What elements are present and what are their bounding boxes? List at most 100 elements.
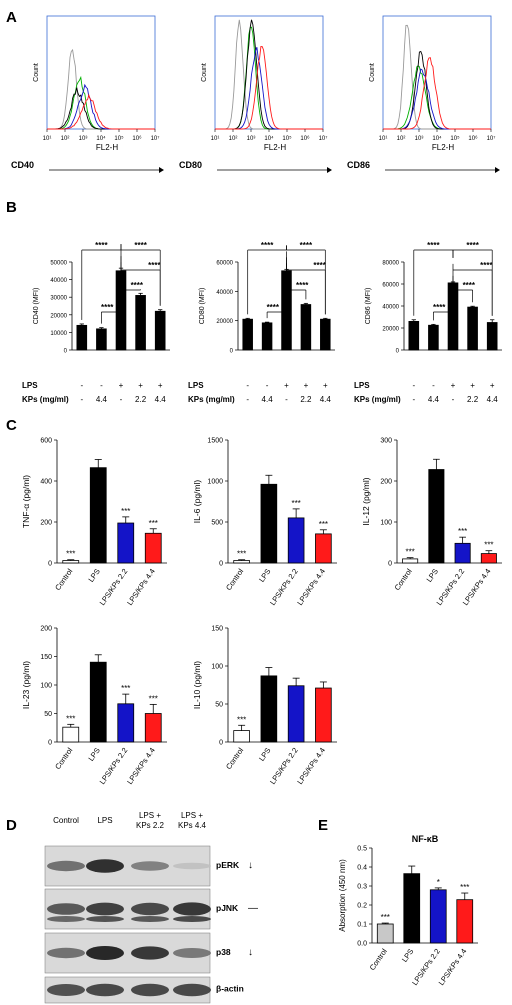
sig-label: ****	[296, 281, 309, 290]
category-label: Control	[53, 746, 74, 771]
sig-label: ****	[480, 261, 493, 270]
y-tick-label: 20000	[50, 313, 67, 319]
sig-label: ****	[134, 241, 147, 250]
histogram-tick-label: 10⁶	[468, 135, 478, 142]
category-label: LPS	[86, 746, 102, 763]
blot-band	[86, 916, 124, 922]
bar	[233, 730, 250, 743]
arrow-head	[159, 167, 164, 173]
y-tick-label: 50000	[50, 261, 67, 267]
bar	[233, 560, 250, 564]
bar	[403, 873, 421, 944]
y-tick-label: 150	[40, 654, 52, 661]
category-label: Control	[224, 746, 245, 771]
y-tick-label: 400	[40, 479, 52, 486]
blot-band	[173, 983, 211, 997]
bar	[144, 532, 162, 564]
bar	[144, 713, 162, 743]
lps-row-label: LPS	[22, 381, 38, 390]
bar	[117, 703, 135, 743]
sig-label: ****	[261, 241, 274, 250]
bar	[320, 318, 331, 351]
sig-label: ****	[463, 281, 476, 290]
bar	[89, 661, 107, 743]
y-axis-label: IL-10 (pg/ml)	[192, 661, 202, 709]
bar	[260, 483, 278, 564]
kps-row-value: 4.4	[428, 395, 440, 404]
histogram-tick-label: 10²	[229, 136, 238, 142]
y-axis-label: CD80 (MFI)	[199, 288, 206, 325]
panel-letter-E: E	[318, 817, 328, 834]
y-tick-label: 1500	[207, 438, 223, 445]
kps-row-value: -	[452, 395, 455, 404]
sig-label: ****	[95, 241, 108, 250]
blot-band	[86, 902, 124, 916]
lps-row-value: +	[138, 381, 143, 390]
category-label: Control	[53, 567, 74, 592]
y-tick-label: 100	[211, 664, 223, 671]
lps-row-label: LPS	[188, 381, 204, 390]
y-tick-label: 0.5	[357, 846, 367, 853]
bar	[408, 320, 420, 351]
y-tick-label: 0	[64, 349, 68, 355]
histogram-tick-label: 10⁶	[132, 135, 142, 142]
sig-label: ****	[101, 303, 114, 312]
category-label: Control	[224, 567, 245, 592]
y-axis-label: CD40 (MFI)	[33, 288, 40, 325]
histogram-tick-label: 10⁴	[432, 135, 442, 142]
significance-stars: ***	[405, 548, 414, 557]
blot-band	[173, 902, 211, 916]
histogram-tick-label: 10²	[61, 136, 70, 142]
y-tick-label: 20000	[216, 319, 233, 325]
y-tick-label: 0.0	[357, 941, 367, 948]
bar	[287, 517, 305, 564]
y-tick-label: 0	[219, 740, 223, 747]
y-tick-label: 0.2	[357, 903, 367, 910]
bar	[76, 324, 88, 351]
histogram-tick-label: 10⁷	[151, 135, 160, 142]
significance-stars: ***	[149, 694, 158, 703]
y-tick-label: 200	[40, 626, 52, 633]
kps-row-value: -	[120, 395, 123, 404]
y-axis-label: CD86 (MFI)	[365, 288, 372, 325]
y-tick-label: 60000	[382, 283, 399, 289]
sig-label: ****	[131, 281, 144, 290]
histogram-cd40	[46, 15, 156, 130]
y-tick-label: 200	[40, 520, 52, 527]
histogram-tick-label: 10⁵	[282, 135, 292, 142]
blot-actin	[44, 976, 211, 1004]
bar	[287, 685, 305, 743]
blot-protein-label: pJNK	[216, 903, 239, 913]
sig-label: ****	[267, 303, 280, 312]
histogram-y-label: Count	[369, 63, 376, 82]
bar	[261, 322, 273, 351]
bar	[260, 675, 278, 743]
bar	[428, 324, 439, 351]
significance-stars: *	[437, 878, 440, 887]
y-axis-label: IL-12 (pg/ml)	[361, 477, 371, 525]
blot-band	[47, 916, 85, 922]
lps-row-value: +	[451, 381, 456, 390]
blot-band	[86, 859, 124, 873]
lps-row-value: -	[100, 381, 103, 390]
category-label: LPS	[257, 746, 273, 763]
y-tick-label: 1000	[207, 479, 223, 486]
significance-stars: ***	[381, 913, 390, 922]
blot-lane-label: KPs 2.2	[136, 821, 165, 830]
blot-protein-label: pERK	[216, 860, 240, 870]
histogram-frame	[214, 15, 324, 130]
bar	[456, 899, 474, 944]
chart-il-23: 0 50 100 150 200 IL-23 (pg/ml) *** Control LPS **…	[21, 626, 167, 786]
blot-band	[131, 902, 169, 916]
panel-letter-C: C	[6, 417, 17, 434]
y-axis-label: IL-23 (pg/ml)	[21, 661, 31, 709]
histogram-x-label: FL2-H	[432, 143, 454, 152]
kps-row-value: -	[412, 395, 415, 404]
bar	[480, 553, 497, 564]
kps-row-value: 4.4	[155, 395, 167, 404]
panel-letter-B: B	[6, 199, 17, 216]
significance-stars: ***	[66, 550, 75, 559]
lps-row-value: -	[266, 381, 269, 390]
